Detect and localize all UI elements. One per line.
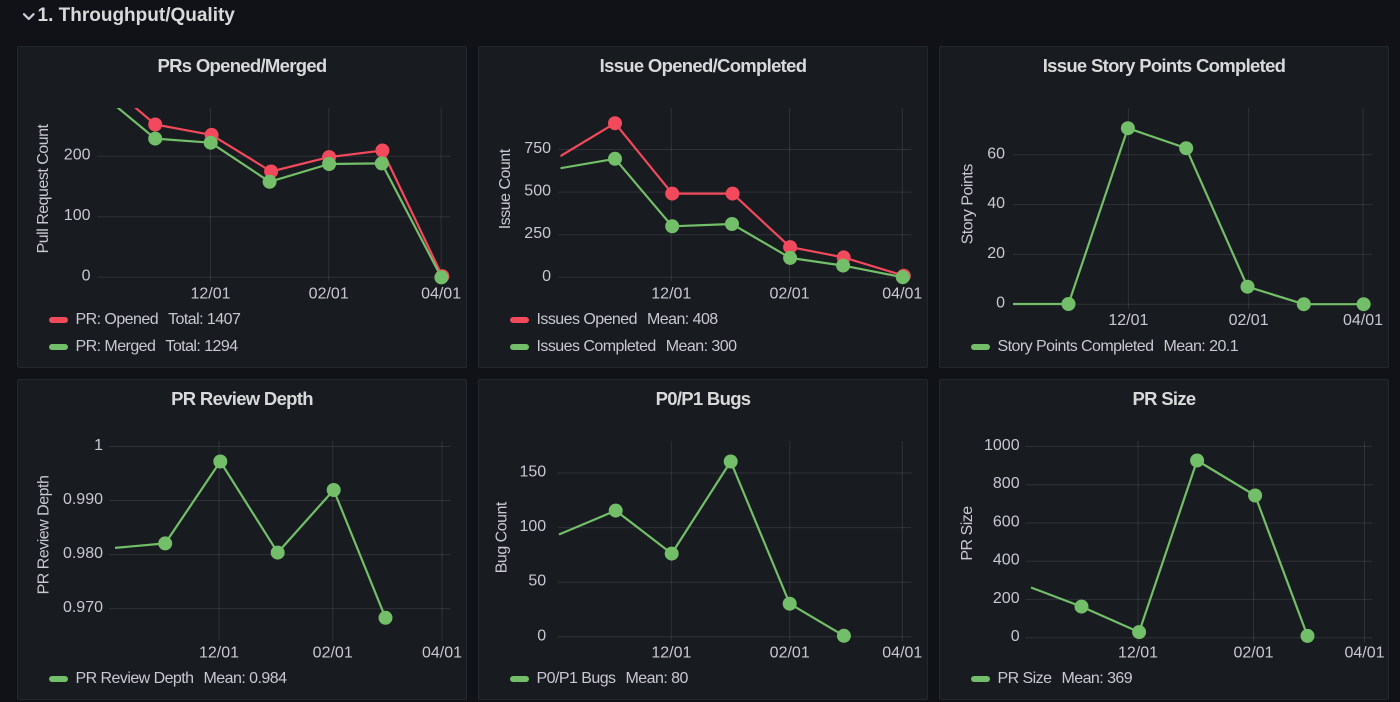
- svg-text:0.970: 0.970: [63, 599, 103, 616]
- svg-text:50: 50: [528, 573, 546, 590]
- svg-text:PR Review Depth: PR Review Depth: [36, 476, 53, 595]
- svg-text:04/01: 04/01: [422, 645, 462, 662]
- svg-text:12/01: 12/01: [190, 286, 230, 303]
- svg-text:1000: 1000: [984, 437, 1020, 454]
- svg-text:12/01: 12/01: [1118, 645, 1158, 662]
- svg-text:Story Points: Story Points: [960, 164, 977, 245]
- svg-text:Bug Count: Bug Count: [494, 501, 511, 573]
- svg-text:02/01: 02/01: [1229, 312, 1269, 329]
- svg-text:600: 600: [993, 514, 1020, 531]
- svg-text:0.980: 0.980: [63, 545, 103, 562]
- svg-text:04/01: 04/01: [882, 645, 922, 662]
- svg-text:02/01: 02/01: [769, 286, 809, 303]
- svg-text:500: 500: [524, 183, 551, 200]
- svg-text:60: 60: [987, 145, 1005, 162]
- svg-text:0: 0: [82, 268, 91, 285]
- svg-text:12/01: 12/01: [651, 286, 691, 303]
- svg-text:200: 200: [64, 147, 91, 164]
- svg-text:400: 400: [993, 552, 1020, 569]
- svg-text:100: 100: [519, 518, 546, 535]
- svg-text:40: 40: [987, 195, 1005, 212]
- svg-text:0: 0: [537, 627, 546, 644]
- svg-text:04/01: 04/01: [1343, 312, 1383, 329]
- svg-text:02/01: 02/01: [770, 645, 810, 662]
- svg-text:02/01: 02/01: [309, 286, 349, 303]
- svg-text:0: 0: [542, 268, 551, 285]
- svg-text:04/01: 04/01: [882, 286, 922, 303]
- svg-text:02/01: 02/01: [313, 645, 353, 662]
- svg-text:12/01: 12/01: [651, 645, 691, 662]
- svg-text:1: 1: [94, 437, 103, 454]
- svg-text:12/01: 12/01: [1108, 312, 1148, 329]
- svg-text:200: 200: [993, 590, 1020, 607]
- svg-text:0: 0: [1011, 628, 1020, 645]
- svg-text:Issue Count: Issue Count: [497, 148, 514, 229]
- svg-text:04/01: 04/01: [421, 286, 461, 303]
- svg-text:0: 0: [996, 295, 1005, 312]
- svg-text:04/01: 04/01: [1344, 645, 1384, 662]
- svg-text:750: 750: [524, 140, 551, 157]
- svg-text:02/01: 02/01: [1233, 645, 1273, 662]
- svg-text:20: 20: [987, 245, 1005, 262]
- svg-text:250: 250: [524, 225, 551, 242]
- svg-text:0.990: 0.990: [63, 491, 103, 508]
- svg-text:Pull Request Count: Pull Request Count: [35, 124, 52, 254]
- svg-text:PR Size: PR Size: [959, 506, 976, 561]
- svg-text:100: 100: [64, 207, 91, 224]
- svg-text:150: 150: [519, 464, 546, 481]
- svg-text:12/01: 12/01: [199, 645, 239, 662]
- svg-text:800: 800: [993, 475, 1020, 492]
